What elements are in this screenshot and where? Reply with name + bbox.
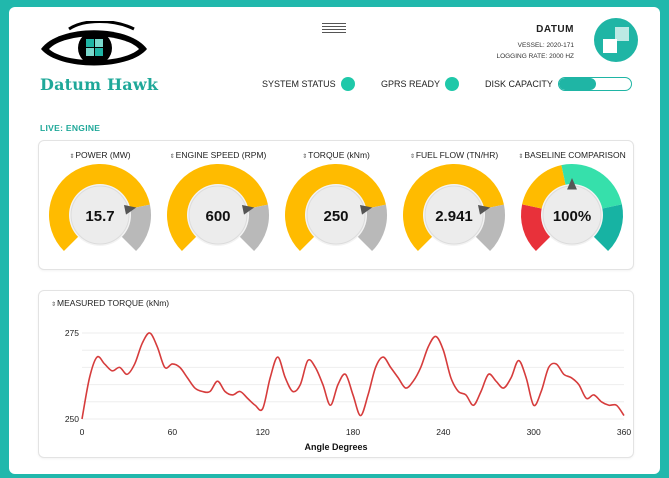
sort-icon[interactable]: ⇕ <box>51 302 57 308</box>
gauge-needle <box>123 204 137 215</box>
squares-logo-icon <box>603 27 629 53</box>
gauge-center <box>70 185 130 245</box>
gauge-baseline-comparison: ⇕BASELINE COMPARISON 100% <box>513 141 631 269</box>
gauge-dial <box>521 164 623 252</box>
gauge-value: 100% <box>552 208 592 225</box>
gauge-needle <box>359 204 373 215</box>
gauge-value: 250 <box>323 208 349 225</box>
gauge-fuel-flow: ⇕FUEL FLOW (TN/HR) 2.941 <box>395 141 513 269</box>
gauge-needle <box>567 178 577 190</box>
x-tick-label: 240 <box>436 427 450 437</box>
gauge-dial <box>167 164 269 252</box>
engine-gauges-card: ⇕POWER (MW) 15.7 ⇕ENGINE SPEED (RPM) 600… <box>38 140 634 270</box>
gauge-title: POWER (MW) <box>75 150 131 160</box>
device-info: DATUM VESSEL: 2020-171 LOGGING RATE: 200… <box>496 24 574 62</box>
x-tick-label: 180 <box>346 427 360 437</box>
gauge-title: ENGINE SPEED (RPM) <box>175 150 267 160</box>
gauge-title: FUEL FLOW (TN/HR) <box>415 150 499 160</box>
gauge-torque: ⇕TORQUE (kNm) 250 <box>277 141 395 269</box>
gauge-center <box>306 185 366 245</box>
x-tick-label: 60 <box>168 427 178 437</box>
disk-capacity-fill <box>558 78 597 90</box>
gauge-value: 15.7 <box>85 208 115 225</box>
logging-rate: LOGGING RATE: 2000 HZ <box>496 53 574 60</box>
gprs-status-label: GPRS READY <box>381 79 441 89</box>
hamburger-menu-icon[interactable] <box>322 23 346 37</box>
brand-name: Datum Hawk <box>40 75 159 94</box>
disk-capacity-bar <box>557 77 632 91</box>
device-badge[interactable] <box>594 18 638 62</box>
device-name: DATUM <box>536 24 574 35</box>
sort-icon[interactable]: ⇕ <box>518 154 524 160</box>
gprs-status: GPRS READY <box>381 77 460 91</box>
gauge-needle <box>477 204 491 215</box>
x-tick-label: 0 <box>80 427 85 437</box>
system-status-indicator <box>340 77 355 91</box>
y-tick-label: 275 <box>65 328 79 338</box>
x-tick-label: 120 <box>256 427 270 437</box>
sort-icon[interactable]: ⇕ <box>69 154 75 160</box>
sort-icon[interactable]: ⇕ <box>302 154 308 160</box>
torque-chart-card: ⇕MEASURED TORQUE (kNm) 250 275 0 60 120 180 24… <box>38 290 634 458</box>
gprs-status-indicator <box>445 77 460 91</box>
gauge-engine-speed: ⇕ENGINE SPEED (RPM) 600 <box>159 141 277 269</box>
eye-icon <box>41 21 147 66</box>
x-tick-label: 360 <box>617 427 631 437</box>
gauge-dial <box>285 164 387 252</box>
chart-title: MEASURED TORQUE (kNm) <box>57 298 170 308</box>
x-tick-label: 300 <box>527 427 541 437</box>
torque-line-chart: 250 275 0 60 120 180 240 300 360 <box>65 328 632 437</box>
y-tick-label: 250 <box>65 414 79 424</box>
gauge-value: 600 <box>205 208 231 225</box>
x-axis-label: Angle Degrees <box>304 442 368 452</box>
gauge-needle <box>241 204 255 215</box>
gauge-power: ⇕POWER (MW) 15.7 <box>41 141 159 269</box>
system-status: SYSTEM STATUS <box>262 77 355 91</box>
disk-capacity-label: DISK CAPACITY <box>485 79 553 89</box>
torque-series-line <box>81 332 625 420</box>
disk-capacity: DISK CAPACITY <box>485 77 632 91</box>
gauge-center <box>188 185 248 245</box>
system-status-label: SYSTEM STATUS <box>262 79 336 89</box>
dashboard-frame: Datum Hawk DATUM VESSEL: 2020-171 LOGGIN… <box>9 7 660 474</box>
sort-icon[interactable]: ⇕ <box>409 154 415 160</box>
section-label: LIVE: ENGINE <box>40 123 101 133</box>
gauge-dial <box>403 164 505 252</box>
gauge-title: BASELINE COMPARISON <box>524 150 626 160</box>
gauge-title: TORQUE (kNm) <box>308 150 370 160</box>
datum-hawk-logo <box>39 21 149 106</box>
sort-icon[interactable]: ⇕ <box>169 154 175 160</box>
gauge-value: 2.941 <box>435 208 473 225</box>
gauge-center <box>424 185 484 245</box>
gauge-dial <box>49 164 151 252</box>
vessel-id: VESSEL: 2020-171 <box>517 42 574 49</box>
